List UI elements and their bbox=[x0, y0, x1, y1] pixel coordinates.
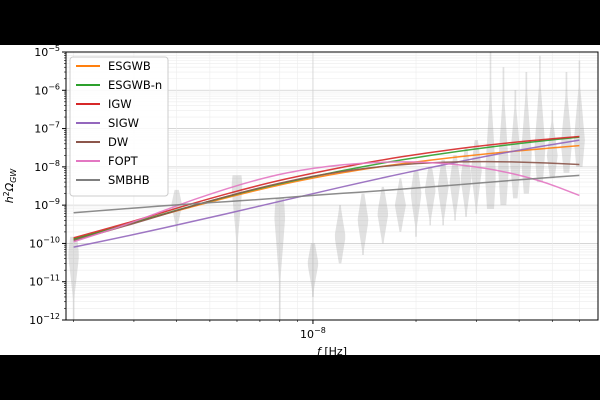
legend-label-igw: IGW bbox=[108, 97, 132, 111]
legend-label-sigw: SIGW bbox=[108, 116, 139, 130]
legend-label-dw: DW bbox=[108, 135, 128, 149]
legend-label-smbhb: SMBHB bbox=[108, 173, 150, 187]
legend: ESGWB ESGWB-n IGW SIGW DW FOPT SMBHB bbox=[69, 56, 169, 197]
legend-label-esgwb: ESGWB bbox=[108, 59, 151, 73]
y-axis-label: h2ΩGW bbox=[2, 168, 18, 204]
violin bbox=[68, 236, 79, 320]
violin bbox=[274, 198, 286, 320]
tick-layer: 10−5 10−6 10−7 10−8 10−9 10−10 10−11 10−12 10−8 bbox=[29, 45, 580, 341]
legend-label-esgwb-n: ESGWB-n bbox=[108, 78, 162, 92]
x-axis-label: f [Hz] bbox=[317, 345, 347, 355]
figure: 10−5 10−6 10−7 10−8 10−9 10−10 10−11 10−12 10−8 … bbox=[0, 45, 600, 355]
series-line-smbhb bbox=[73, 174, 580, 214]
axis-labels: f [Hz] h2ΩGW bbox=[2, 168, 347, 355]
violin bbox=[498, 67, 509, 206]
y-tick-label: 10−12 bbox=[29, 312, 60, 327]
violin bbox=[573, 60, 585, 167]
series-line-dw bbox=[73, 160, 580, 242]
y-tick-label: 10−11 bbox=[29, 274, 60, 289]
violin bbox=[394, 178, 406, 232]
axes-frame bbox=[65, 51, 599, 321]
y-tick-label: 10−5 bbox=[34, 45, 60, 59]
plot-area: 10−510−610−710−810−910−1010−1110−1210−8 … bbox=[2, 45, 599, 355]
violin bbox=[470, 140, 482, 214]
violin bbox=[377, 186, 389, 244]
legend-label-fopt: FOPT bbox=[108, 154, 139, 168]
violin bbox=[357, 193, 369, 255]
y-tick-label: 10−10 bbox=[29, 235, 60, 250]
violin bbox=[561, 72, 572, 173]
y-tick-label: 10−9 bbox=[34, 197, 60, 212]
violin bbox=[334, 205, 346, 264]
x-tick-label: 10−8 bbox=[300, 326, 326, 341]
violin bbox=[307, 243, 319, 297]
violin bbox=[449, 155, 461, 221]
violin bbox=[410, 170, 422, 237]
violin bbox=[521, 72, 532, 194]
y-tick-label: 10−7 bbox=[34, 121, 60, 136]
y-tick-label: 10−8 bbox=[34, 159, 60, 174]
series-line-fopt bbox=[73, 161, 580, 243]
violin bbox=[231, 175, 243, 282]
violin bbox=[534, 55, 546, 183]
violin bbox=[437, 160, 449, 226]
violin bbox=[424, 166, 436, 226]
series-layer bbox=[73, 135, 580, 248]
series-line-sigw bbox=[73, 139, 580, 248]
y-tick-label: 10−6 bbox=[34, 82, 60, 97]
